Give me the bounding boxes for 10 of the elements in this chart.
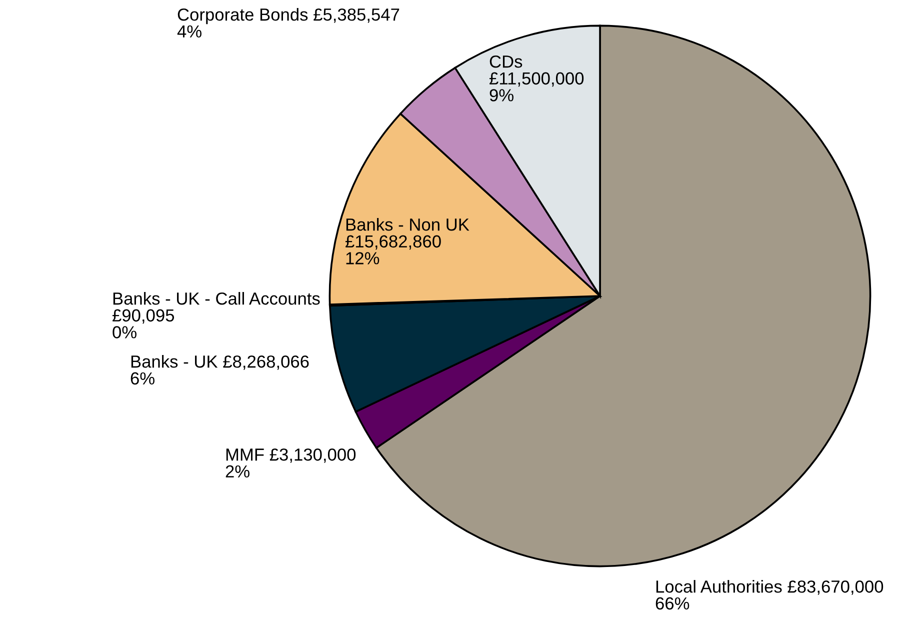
slice-label: Banks - UK - Call Accounts (113, 292, 320, 305)
data-label: £90,095 0% (112, 309, 174, 338)
slice-label: Local Authorities £83,670,000 66% (656, 580, 884, 610)
slice-label: Corporate Bonds £5,385,547 4% (177, 8, 400, 38)
slice-label: CDs (490, 55, 522, 68)
data-label: £11,500,000 9% (489, 72, 584, 102)
data-label: £15,682,860 12% (345, 235, 441, 264)
slice-label: Banks - UK £8,268,066 6% (130, 355, 309, 385)
slice-label: Banks - Non UK (346, 218, 470, 231)
slice-label: MMF £3,130,000 2% (226, 448, 356, 478)
